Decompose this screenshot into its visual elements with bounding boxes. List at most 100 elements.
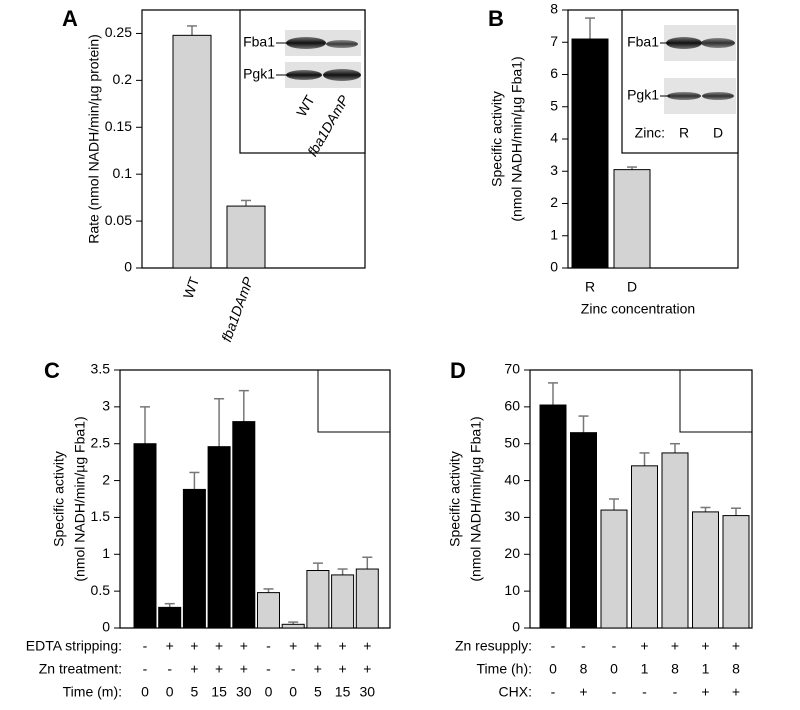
condition-value: + [240,638,248,654]
blot-row-label: Fba1 [627,34,659,50]
bar [331,574,355,629]
x-tick-label: WT [180,274,203,300]
condition-value: + [314,661,322,677]
bar [570,432,597,629]
x-tick-label: fba1DAmP [218,274,256,344]
x-tick-label: D [627,279,637,295]
panel-letter: C [44,358,60,383]
condition-value: 30 [360,684,376,700]
y-tick-label: 70 [504,361,520,377]
y-tick-label: 40 [504,471,520,487]
condition-value: + [701,684,709,700]
condition-value: + [640,638,648,654]
y-tick-label: 2.5 [91,434,111,450]
y-tick-label: 3 [102,398,110,414]
condition-value: - [143,661,148,677]
condition-value: - [266,638,271,654]
condition-value: 5 [314,684,322,700]
condition-value: + [166,638,174,654]
bar [355,568,379,629]
condition-value: 1 [641,661,649,677]
y-tick-label: 0.5 [91,582,111,598]
condition-value: 8 [671,661,679,677]
bar [232,421,256,629]
condition-value: 1 [702,661,710,677]
condition-value: 0 [141,684,149,700]
bar [281,623,305,629]
condition-value: - [581,638,586,654]
blot-lane-label: D [713,125,723,141]
y-tick-label: 1.5 [91,508,111,524]
x-tick-label: R [585,279,595,295]
y-tick-label: 0.2 [113,71,133,87]
condition-value: + [732,638,740,654]
bar [306,570,330,629]
bar [539,404,567,629]
y-tick-label: 6 [550,65,558,81]
inset-b: Fba1 Pgk1 Zinc: R D [621,9,739,154]
condition-value: 5 [191,684,199,700]
condition-value: - [143,638,148,654]
condition-value: - [612,684,617,700]
y-tick-label: 0 [550,259,558,275]
axis-frame [529,369,753,629]
condition-label: Zn treatment: [39,661,122,677]
bar [207,446,231,629]
y-tick-label: 60 [504,398,520,414]
condition-value: 0 [289,684,297,700]
y-tick-label: 1 [550,226,558,242]
axis-frame [119,369,391,629]
condition-value: + [732,684,740,700]
condition-value: + [190,638,198,654]
condition-value: 0 [265,684,273,700]
condition-label: EDTA stripping: [26,638,122,654]
bar [631,465,658,629]
y-axis-label: Specific activity [447,451,463,547]
y-tick-label: 0.15 [105,118,132,134]
panel-letter: A [62,6,78,31]
bar [172,34,212,269]
condition-value: 0 [610,661,618,677]
bar [722,515,750,629]
y-tick-label: 3 [550,162,558,178]
inset-a: Fba1 Pgk1 WT fba1DAmP [239,9,366,159]
blot-row-label: Fba1 [243,34,275,50]
y-tick-label: 7 [550,33,558,49]
y-tick-label: 0 [124,259,132,275]
legend-box [679,369,753,433]
y-axis-label: Rate (nmol NADH/min/µg protein) [86,34,102,244]
y-axis-label: (nmol NADH/min/µg Fba1) [468,416,484,581]
condition-value: - [266,661,271,677]
condition-value: - [612,638,617,654]
condition-value: + [339,638,347,654]
y-tick-label: 4 [550,130,558,146]
condition-value: + [363,638,371,654]
condition-value: + [579,684,587,700]
condition-value: 15 [335,684,351,700]
condition-value: + [190,661,198,677]
condition-value: - [291,661,296,677]
panel-letter: D [450,358,466,383]
blot-row-label: Pgk1 [627,87,659,103]
bar [158,606,182,629]
condition-label: Time (h): [477,661,532,677]
condition-value: - [167,661,172,677]
y-tick-label: 5 [550,97,558,113]
condition-value: + [215,661,223,677]
y-axis-label: (nmol NADH/min/µg Fba1) [509,56,525,221]
condition-value: - [551,684,556,700]
panel-letter: B [488,6,504,31]
condition-value: 8 [732,661,740,677]
condition-value: + [289,638,297,654]
y-axis-label: Specific activity [489,91,505,187]
bar [661,452,689,629]
y-tick-label: 0.1 [113,165,133,181]
condition-value: + [240,661,248,677]
bar [571,38,609,269]
condition-value: + [363,661,371,677]
y-tick-label: 3.5 [91,361,111,377]
condition-value: - [551,638,556,654]
condition-value: 8 [580,661,588,677]
condition-label: Zn resupply: [455,638,532,654]
